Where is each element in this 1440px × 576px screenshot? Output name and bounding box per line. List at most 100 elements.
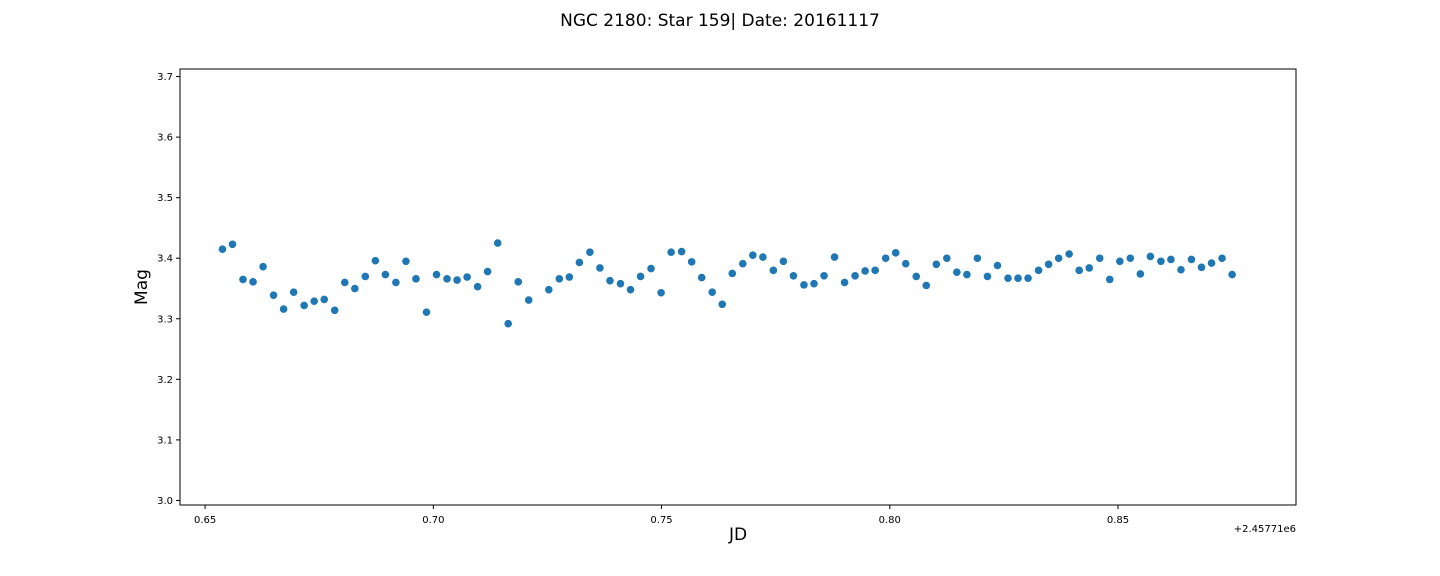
data-point [443,275,451,283]
data-point [361,272,370,281]
data-point [1095,254,1104,263]
data-point [1014,274,1022,283]
chart-title: NGC 2180: Star 159| Date: 20161117 [560,11,880,31]
y-tick-label: 3.3 [157,314,173,325]
data-point [728,269,737,278]
data-point [586,248,594,256]
data-point [657,288,665,297]
data-point [392,278,400,287]
data-point [871,266,879,275]
data-point [422,308,431,316]
data-point [718,300,727,309]
data-point [218,245,227,253]
data-point [1065,250,1073,258]
data-point [1228,270,1236,279]
data-point [330,306,339,315]
data-point [800,281,808,289]
data-point [545,285,553,294]
data-point [310,297,318,306]
data-point [371,256,380,265]
data-points [218,239,1236,328]
data-point [891,248,900,257]
data-point [504,319,512,328]
data-point [943,254,951,263]
data-point [320,295,329,304]
data-point [300,301,308,310]
data-point [840,278,849,287]
data-point [432,270,441,279]
data-point [1207,259,1216,267]
data-point [606,276,614,285]
data-point [963,270,971,279]
data-point [575,258,584,267]
data-point [973,254,982,263]
data-point [402,257,410,266]
data-point [636,272,645,281]
data-point [453,276,461,284]
data-point [738,259,747,268]
data-point [993,261,1002,270]
data-point [269,291,278,299]
y-axis-ticks: 3.0 3.1 3.2 3.3 3.4 3.5 3.6 3.7 [157,72,180,507]
data-point [983,272,992,281]
data-point [687,258,696,266]
data-point [1004,274,1012,283]
data-point [1146,252,1155,261]
data-point [473,282,482,291]
data-point [565,273,574,281]
y-axis-label: Mag [132,269,152,305]
x-axis-ticks: 0.65 0.70 0.75 0.80 0.85 [194,505,1129,526]
data-point [667,248,675,256]
data-point [1218,254,1226,263]
data-point [616,279,625,288]
data-point [1105,275,1114,284]
plot-frame [179,68,1297,506]
data-point [708,288,717,296]
data-point [881,254,890,263]
data-point [749,251,757,260]
data-point [239,275,247,284]
data-point [1167,255,1175,264]
data-point [759,253,767,261]
data-point [1177,265,1185,274]
data-point [901,259,910,268]
x-tick-label: 0.85 [1107,515,1129,526]
data-point [1197,263,1206,272]
data-point [1116,257,1124,266]
x-axis-offset-label: +2.45771e6 [1234,524,1296,535]
y-tick-label: 3.4 [157,254,173,265]
data-point [851,272,859,280]
data-point [789,272,798,280]
data-point [249,278,257,286]
data-point [340,278,349,287]
y-tick-label: 3.0 [157,496,173,507]
data-point [463,273,471,281]
data-point [524,296,533,304]
data-point [483,267,492,276]
x-tick-label: 0.70 [422,515,444,526]
data-point [1085,264,1094,272]
data-point [1044,260,1053,269]
data-point [381,270,390,279]
data-point [861,267,869,275]
data-point [912,272,921,281]
data-point [259,262,267,271]
y-tick-label: 3.1 [157,435,173,446]
data-point [677,247,686,256]
data-point [1024,274,1032,283]
plot-area [180,69,1296,505]
data-point [555,275,564,283]
data-point [289,288,298,296]
data-point [769,266,778,275]
data-point [922,281,931,290]
data-point [1187,255,1196,264]
data-point [697,273,706,282]
data-point [810,279,818,288]
data-point [1034,266,1043,275]
data-point [493,239,502,247]
data-point [596,264,604,272]
y-tick-label: 3.5 [157,193,173,204]
data-point [1075,266,1083,275]
x-tick-label: 0.75 [650,515,672,526]
x-axis-label: JD [728,525,747,545]
